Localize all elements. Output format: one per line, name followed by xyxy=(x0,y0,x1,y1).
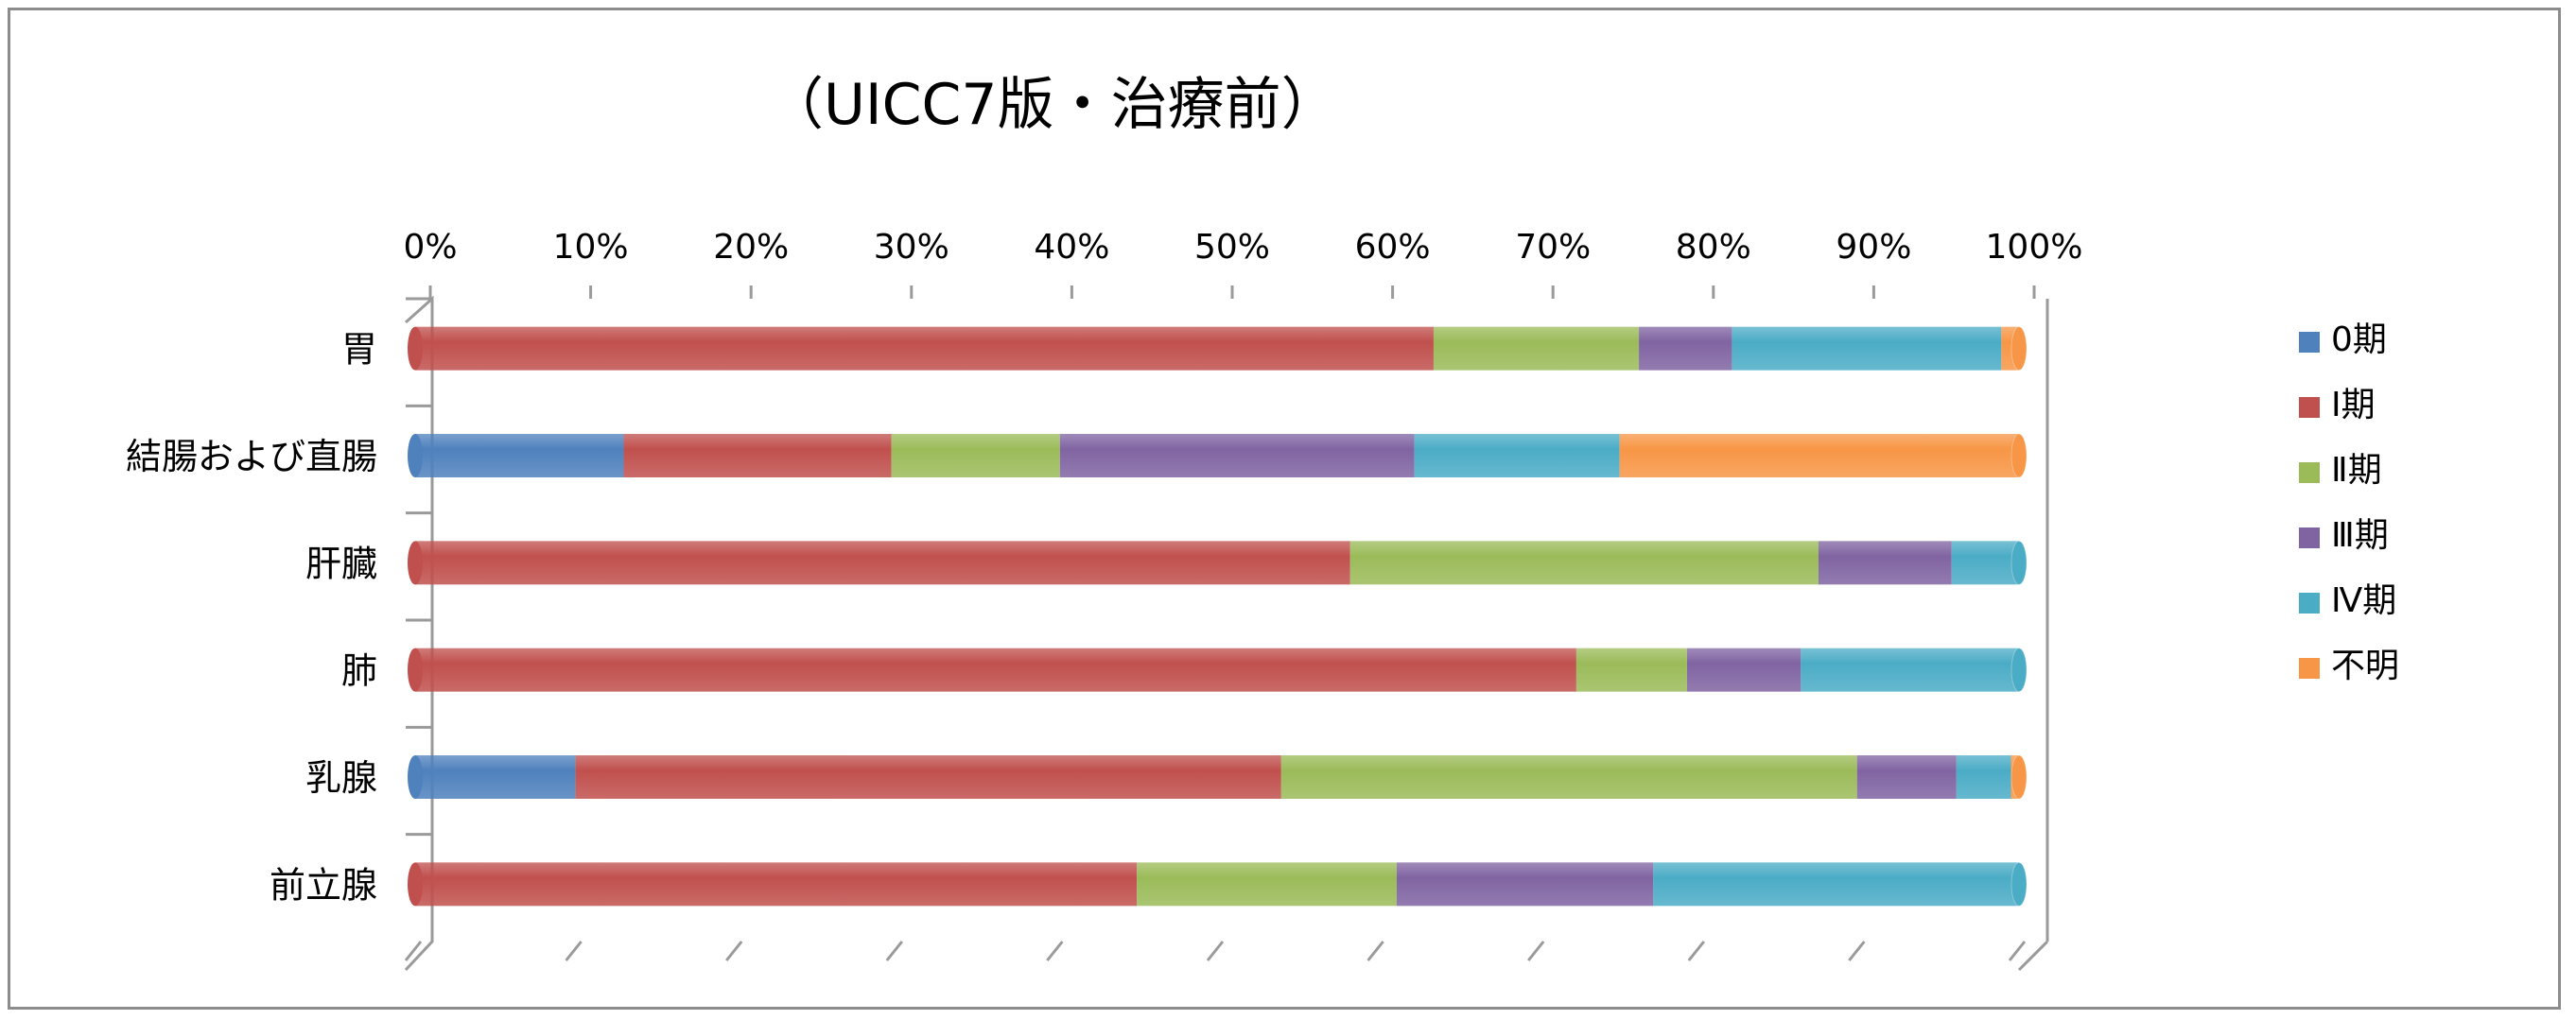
x-tick-bottom xyxy=(1366,941,1384,961)
x-tick-bottom xyxy=(1527,941,1545,961)
x-tick-label: 50% xyxy=(1194,228,1270,267)
bar-start-cap xyxy=(408,541,423,585)
bar-segment xyxy=(575,755,1281,799)
x-tick-label: 40% xyxy=(1034,228,1109,267)
bar-start-cap xyxy=(408,326,423,371)
bar-segment xyxy=(1059,434,1415,477)
legend-label: Ⅳ期 xyxy=(2331,581,2396,620)
x-tick-label: 20% xyxy=(713,228,789,267)
category-label: 前立腺 xyxy=(270,864,377,906)
x-tick-label: 90% xyxy=(1836,228,1911,267)
legend-swatch xyxy=(2299,462,2320,483)
bar-segment xyxy=(415,541,1350,585)
chart-title: （UICC7版・治療前） xyxy=(767,72,1338,138)
x-tick-label: 70% xyxy=(1515,228,1591,267)
x-tick-label: 30% xyxy=(874,228,949,267)
bar-segment xyxy=(1653,862,2019,907)
bar-segment xyxy=(415,862,1138,907)
bar-segment xyxy=(1819,541,1952,585)
bar-end-cap xyxy=(2010,754,2028,800)
x-tick-label: 100% xyxy=(1986,228,2083,267)
category-label: 結腸および直腸 xyxy=(126,436,377,477)
bar-segment xyxy=(1280,755,1857,799)
bar-segment xyxy=(1732,326,2002,371)
x-tick-label: 80% xyxy=(1676,228,1751,267)
bar-segment xyxy=(415,648,1576,692)
legend-label: Ⅱ期 xyxy=(2331,451,2382,490)
x-tick-bottom xyxy=(1848,941,1866,961)
x-tick-bottom xyxy=(725,941,743,961)
bar-segment xyxy=(1686,648,1801,692)
bar-segment xyxy=(1414,434,1620,477)
legend-swatch xyxy=(2299,397,2320,418)
bar-segment xyxy=(1619,434,2019,477)
bar-segment xyxy=(891,434,1060,477)
bar-segment xyxy=(1575,648,1687,692)
bar-segment xyxy=(415,326,1434,371)
bar-end-cap xyxy=(2010,433,2028,478)
bar-segment xyxy=(1396,862,1654,907)
legend-label: 不明 xyxy=(2331,647,2399,685)
bar-end-cap xyxy=(2010,648,2028,693)
legend-swatch xyxy=(2299,527,2320,548)
category-label: 肺 xyxy=(341,650,377,692)
chart-canvas: （UICC7版・治療前） 0% 10% 20% 30% 40% 50% 60% 70% 80% 9… xyxy=(126,72,2399,972)
bar-segment xyxy=(415,755,576,799)
x-tick-bottom xyxy=(2008,941,2027,961)
axis-layer: 0% 10% 20% 30% 40% 50% 60% 70% 80% 90% 100% 胃結腸および直… xyxy=(126,228,2083,972)
x-tick-bottom xyxy=(1046,941,1064,961)
x-tick-label: 60% xyxy=(1355,228,1431,267)
legend-swatch xyxy=(2299,332,2320,353)
x-tick-bottom xyxy=(885,941,903,961)
bar-layer xyxy=(408,326,2028,907)
bar-end-cap xyxy=(2010,326,2028,372)
x-tick-label: 0% xyxy=(403,228,457,267)
chart-frame: （UICC7版・治療前） 0% 10% 20% 30% 40% 50% 60% 70% 80% 9… xyxy=(8,8,2561,1010)
bar-start-cap xyxy=(408,648,423,692)
x-tick-bottom xyxy=(565,941,583,961)
x-tick-bottom xyxy=(1687,941,1705,961)
bar-segment xyxy=(1137,862,1397,907)
bar-segment xyxy=(1956,755,2011,799)
bar-start-cap xyxy=(408,862,423,907)
bar-end-cap xyxy=(2010,861,2028,907)
bar-segment xyxy=(1433,326,1640,371)
x-tick-bottom xyxy=(1206,941,1225,961)
legend-label: 0期 xyxy=(2331,320,2387,359)
axis-corner xyxy=(2017,940,2049,972)
category-label: 肝臓 xyxy=(305,543,377,584)
legend-label: Ⅲ期 xyxy=(2331,516,2389,555)
bar-segment xyxy=(1856,755,1957,799)
bar-segment xyxy=(1801,648,2019,692)
bar-start-cap xyxy=(408,755,423,799)
category-label: 乳腺 xyxy=(305,757,377,799)
bar-segment xyxy=(1951,541,2019,585)
bar-start-cap xyxy=(408,434,423,477)
bar-segment xyxy=(1639,326,1732,371)
legend-label: Ⅰ期 xyxy=(2331,386,2376,424)
x-tick-bottom xyxy=(404,941,423,961)
bar-segment xyxy=(623,434,892,477)
x-tick-label: 10% xyxy=(553,228,629,267)
legend-swatch xyxy=(2299,593,2320,614)
category-label: 胃 xyxy=(341,329,377,371)
bar-segment xyxy=(415,434,624,477)
bar-end-cap xyxy=(2010,540,2028,585)
bar-segment xyxy=(1349,541,1819,585)
legend-swatch xyxy=(2299,658,2320,679)
